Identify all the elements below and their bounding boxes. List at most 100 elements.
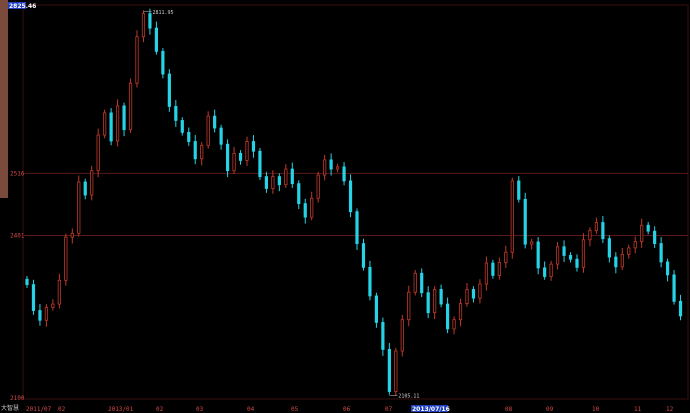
candle-body <box>38 310 42 321</box>
candle-body <box>219 127 223 145</box>
x-tick-label: 09 <box>546 406 554 413</box>
candle-body <box>678 300 683 317</box>
candle-body <box>368 266 372 297</box>
candle-body <box>154 27 159 52</box>
candle-body <box>445 303 450 330</box>
candle-body <box>213 115 217 129</box>
candle-body <box>245 141 249 161</box>
x-tick-label: 04 <box>247 406 255 413</box>
y-tick-label: 2100 <box>10 395 25 402</box>
candle-body <box>581 239 586 268</box>
candle-body <box>31 284 36 311</box>
candle-body <box>458 303 463 321</box>
candle-body <box>361 243 366 268</box>
candle-body <box>568 255 573 260</box>
candle-body <box>335 166 340 170</box>
candle-body <box>407 291 411 321</box>
left-tab-1[interactable] <box>0 0 8 19</box>
candle-body <box>394 350 398 392</box>
candle-body <box>374 295 379 323</box>
candle-body <box>465 289 469 304</box>
candle-body <box>555 246 560 265</box>
candle-body <box>497 262 501 276</box>
candle-body <box>180 120 184 133</box>
candle-body <box>96 134 100 172</box>
candle-body <box>109 112 113 142</box>
candle-body <box>44 306 49 321</box>
candle-body <box>316 174 320 199</box>
left-tab-3[interactable] <box>0 108 8 199</box>
candle-body <box>562 246 566 256</box>
candle-body <box>517 180 521 200</box>
candle-body <box>588 230 592 241</box>
candle-body <box>452 319 456 330</box>
candle-body <box>135 36 139 84</box>
candle-body <box>323 159 327 176</box>
candle-body <box>653 230 657 244</box>
left-tab-2[interactable] <box>0 18 8 109</box>
candle-body <box>90 170 94 196</box>
candle-body <box>530 241 534 245</box>
candle-body <box>251 141 256 152</box>
candle-body <box>420 272 424 294</box>
candle-body <box>594 222 599 232</box>
x-tick-label: 11 <box>634 406 642 413</box>
candle-body <box>640 224 644 242</box>
candle-body <box>633 241 637 249</box>
x-tick-label: 05 <box>291 406 299 413</box>
candle-body <box>329 159 333 170</box>
candle-body <box>471 289 476 299</box>
x-tick-label: 2011/07 <box>26 406 52 413</box>
x-tick-label: 06 <box>343 406 351 413</box>
candle-body <box>543 267 547 277</box>
candle-body <box>614 256 618 268</box>
x-tick-label: 03 <box>196 406 204 413</box>
candle-body <box>258 150 262 178</box>
y-tick-label: 2825.46 <box>9 3 36 10</box>
x-tick-label: 10 <box>592 406 600 413</box>
candle-body <box>478 283 482 299</box>
candle-body <box>646 224 650 232</box>
date-badge <box>411 405 448 412</box>
candle-body <box>206 115 210 146</box>
candle-body <box>342 166 346 182</box>
candle-body <box>601 222 605 240</box>
candle-body <box>238 153 243 161</box>
price-badge <box>8 2 26 9</box>
candle-body <box>491 262 495 276</box>
candle-body <box>271 176 275 189</box>
candle-body <box>549 263 553 277</box>
candle-body <box>200 144 204 160</box>
candle-body <box>672 274 676 302</box>
candle-body <box>426 292 430 314</box>
x-tick-label: 08 <box>505 406 513 413</box>
candle-body <box>277 176 281 186</box>
candle-body <box>523 198 527 245</box>
low-annotation: 2105.11 <box>398 394 419 400</box>
candle-body <box>355 211 359 244</box>
candle-body <box>167 73 171 107</box>
candle-body <box>575 258 579 268</box>
y-tick-label: 2516 <box>10 170 25 177</box>
y-tick-label: 2401 <box>10 232 25 239</box>
candle-body <box>387 349 391 392</box>
candle-body <box>148 13 152 29</box>
candle-body <box>536 241 540 269</box>
candle-body <box>122 105 126 131</box>
candle-body <box>264 176 269 189</box>
candle-body <box>232 153 236 172</box>
high-annotation: 2811.95 <box>152 10 173 16</box>
candle-body <box>115 105 120 142</box>
candle-body <box>484 262 489 285</box>
candle-body <box>510 180 514 253</box>
candle-body <box>303 203 307 218</box>
x-tick-label: 02 <box>58 406 66 413</box>
candle-body <box>174 106 178 121</box>
app-label: 大智慧 <box>1 405 20 412</box>
candle-body <box>627 247 631 255</box>
plot-frame <box>22 4 689 400</box>
candle-body <box>193 141 197 160</box>
candle-body <box>57 279 61 305</box>
x-tick-label: 02 <box>156 406 164 413</box>
